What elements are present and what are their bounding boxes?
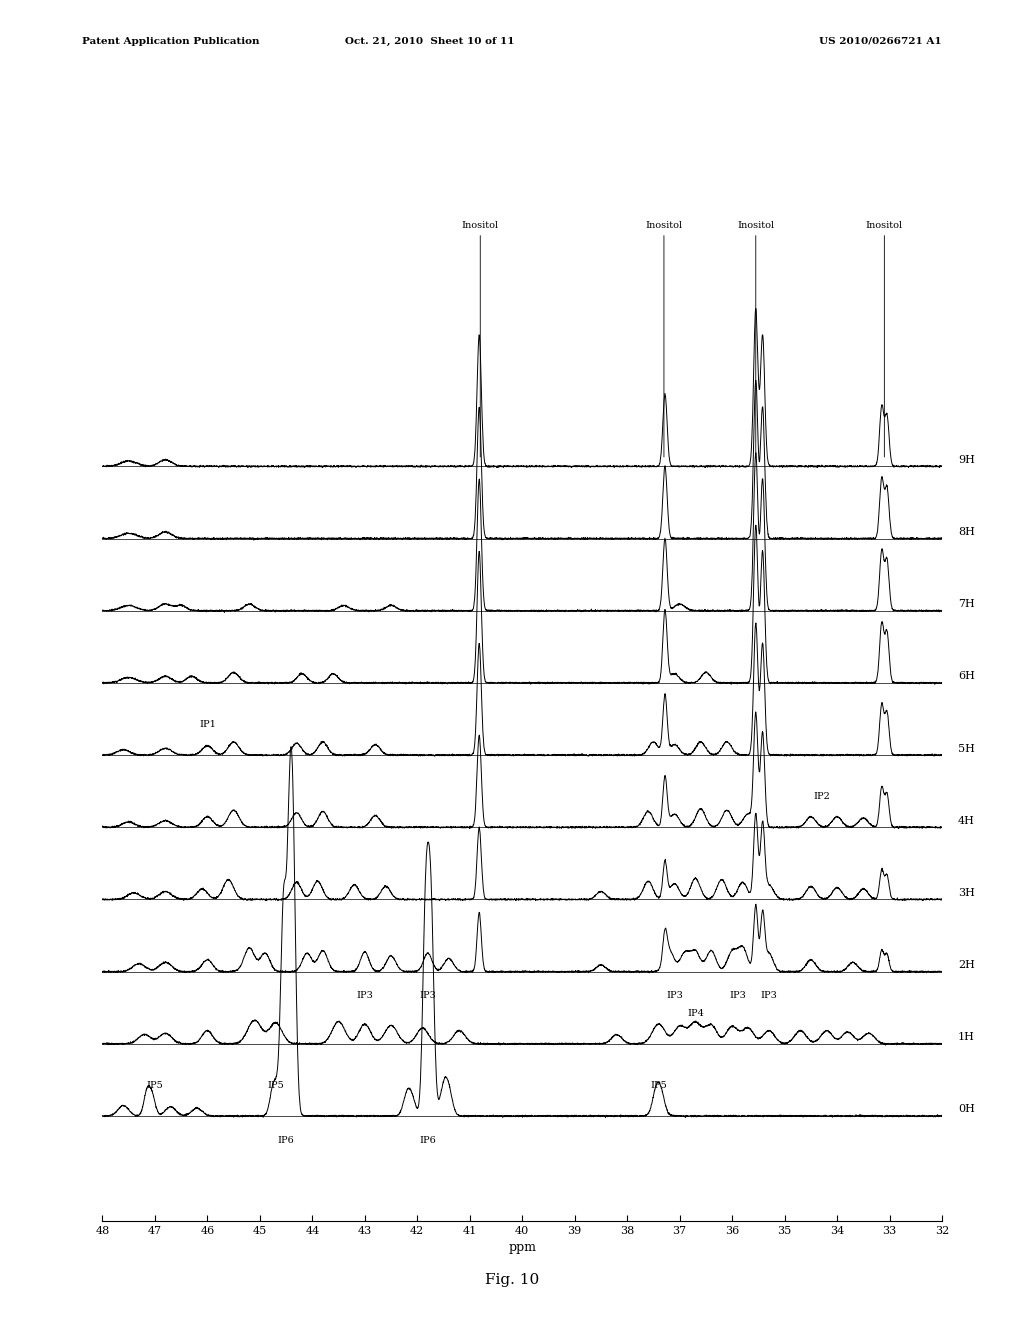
- Text: IP5: IP5: [650, 1081, 667, 1090]
- Text: Inositol: Inositol: [865, 220, 903, 457]
- Text: IP6: IP6: [420, 1135, 436, 1144]
- Text: IP3: IP3: [761, 991, 777, 1001]
- Text: IP2: IP2: [813, 792, 829, 801]
- Text: Fig. 10: Fig. 10: [485, 1274, 539, 1287]
- Text: 5H: 5H: [957, 743, 975, 754]
- X-axis label: ppm: ppm: [508, 1241, 537, 1254]
- Text: IP5: IP5: [146, 1081, 163, 1090]
- Text: US 2010/0266721 A1: US 2010/0266721 A1: [819, 37, 942, 46]
- Text: Inositol: Inositol: [737, 220, 774, 457]
- Text: IP3: IP3: [420, 991, 436, 1001]
- Text: IP4: IP4: [687, 1008, 703, 1018]
- Text: 3H: 3H: [957, 888, 975, 898]
- Text: 4H: 4H: [957, 816, 975, 826]
- Text: IP1: IP1: [199, 719, 216, 729]
- Text: Patent Application Publication: Patent Application Publication: [82, 37, 259, 46]
- Text: IP3: IP3: [729, 991, 745, 1001]
- Text: IP3: IP3: [666, 991, 683, 1001]
- Text: 8H: 8H: [957, 527, 975, 537]
- Text: IP5: IP5: [267, 1081, 284, 1090]
- Text: 7H: 7H: [957, 599, 975, 609]
- Text: 6H: 6H: [957, 672, 975, 681]
- Text: Inositol: Inositol: [462, 220, 499, 457]
- Text: 1H: 1H: [957, 1032, 975, 1043]
- Text: IP6: IP6: [278, 1135, 295, 1144]
- Text: 0H: 0H: [957, 1105, 975, 1114]
- Text: Oct. 21, 2010  Sheet 10 of 11: Oct. 21, 2010 Sheet 10 of 11: [345, 37, 515, 46]
- Text: Inositol: Inositol: [645, 220, 683, 457]
- Text: 2H: 2H: [957, 960, 975, 970]
- Text: IP3: IP3: [356, 991, 373, 1001]
- Text: 9H: 9H: [957, 455, 975, 465]
